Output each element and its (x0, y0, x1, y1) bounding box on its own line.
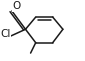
Text: Cl: Cl (0, 29, 10, 39)
Text: O: O (12, 1, 21, 11)
